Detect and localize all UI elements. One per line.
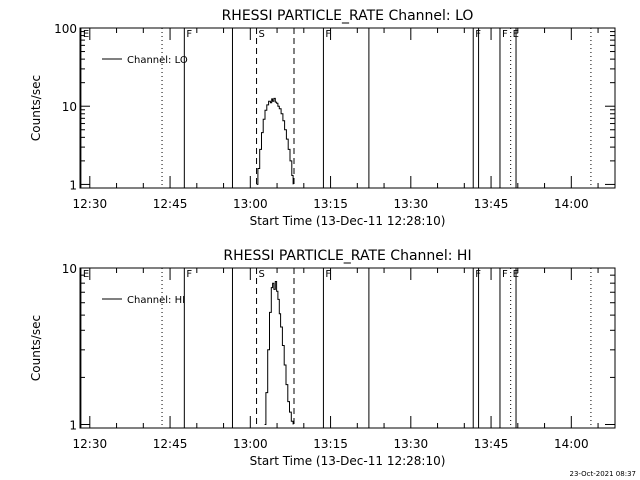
x-tick-label: 13:30 <box>394 437 429 451</box>
marker-label: F <box>186 29 192 40</box>
chart-title: RHESSI PARTICLE_RATE Channel: HI <box>223 248 471 264</box>
series-line <box>256 97 294 185</box>
x-tick-label: 12:30 <box>73 437 108 451</box>
x-tick-label: 13:30 <box>394 197 429 211</box>
x-tick-label: 12:30 <box>73 197 108 211</box>
x-tick-label: 13:00 <box>233 197 268 211</box>
x-tick-label: 13:15 <box>313 197 348 211</box>
marker-label: F <box>325 269 331 280</box>
marker-label: E <box>83 269 89 280</box>
marker-label: F <box>502 29 508 40</box>
y-tick-label: 1 <box>69 178 77 192</box>
y-axis-label: Counts/sec <box>29 315 43 381</box>
legend-entry: Channel: HI <box>127 295 185 306</box>
chart-title: RHESSI PARTICLE_RATE Channel: LO <box>222 8 474 24</box>
plot-frame <box>79 267 616 429</box>
plot-frame <box>79 27 616 189</box>
x-tick-label: 13:00 <box>233 437 268 451</box>
legend-entry: Channel: LO <box>127 55 188 66</box>
marker-label: S <box>259 29 265 40</box>
x-tick-label: 14:00 <box>554 437 589 451</box>
marker-label: F <box>325 29 331 40</box>
y-tick-label: 10 <box>62 100 77 114</box>
y-axis-label: Counts/sec <box>29 75 43 141</box>
series-line <box>264 281 294 425</box>
marker-label: E <box>83 29 89 40</box>
marker-label: S <box>259 269 265 280</box>
y-tick-label: 10 <box>62 262 77 276</box>
marker-label: F <box>186 269 192 280</box>
x-tick-label: 13:45 <box>474 197 509 211</box>
x-tick-label: 13:15 <box>313 437 348 451</box>
x-tick-label: 14:00 <box>554 197 589 211</box>
footer-timestamp: 23-Oct-2021 08:37 <box>570 470 636 478</box>
x-axis-label: Start Time (13-Dec-11 12:28:10) <box>250 214 446 228</box>
x-axis-label: Start Time (13-Dec-11 12:28:10) <box>250 454 446 468</box>
x-tick-label: 13:45 <box>474 437 509 451</box>
marker-label: F <box>502 269 508 280</box>
x-tick-label: 12:45 <box>153 437 188 451</box>
y-tick-label: 100 <box>54 22 77 36</box>
y-tick-label: 1 <box>69 419 77 433</box>
x-tick-label: 12:45 <box>153 197 188 211</box>
